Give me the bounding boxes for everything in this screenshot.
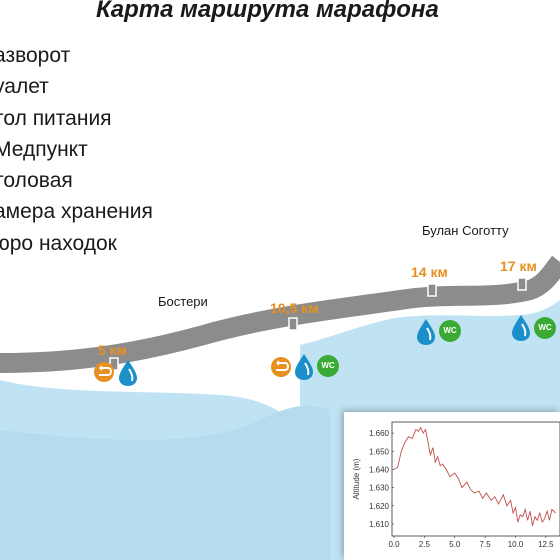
- y-tick-label: 1.650: [369, 447, 390, 456]
- place-bulan-sogottu: Булан Соготту: [422, 223, 509, 238]
- legend: азворот уалет тол питания Медпункт толов…: [0, 40, 153, 259]
- x-tick-label: 12.5: [538, 540, 554, 549]
- u-turn-icon: [271, 357, 291, 377]
- wc-icon: [534, 317, 556, 339]
- water-drop-icon: [295, 354, 313, 380]
- x-tick-label: 10.0: [508, 540, 524, 549]
- x-tick-label: 2.5: [419, 540, 431, 549]
- legend-item-turnaround: азворот: [0, 44, 71, 67]
- legend-item-food-station: тол питания: [0, 106, 112, 130]
- km-label-10-5: 10,5 км: [270, 300, 319, 316]
- water-drop-icon: [417, 319, 435, 345]
- wc-label: WC: [538, 323, 552, 332]
- route-road-surface: [0, 255, 560, 373]
- km-marker-14: [427, 283, 437, 297]
- water-lower: [0, 405, 330, 560]
- wc-label: WC: [321, 361, 335, 370]
- water-drop-icon: [512, 315, 530, 341]
- altitude-chart-svg: Altitude (m) 1.610 1.620 1.630 1.640 1.650 1.…: [352, 421, 560, 549]
- legend-item-toilet: уалет: [0, 75, 49, 99]
- wc-label: WC: [443, 326, 457, 335]
- y-tick-label: 1.630: [369, 484, 390, 493]
- legend-item-storage: амера хранения: [0, 200, 153, 224]
- x-tick-label: 5.0: [449, 540, 461, 549]
- water-drop-icon: [119, 360, 137, 386]
- wc-icon: [439, 320, 461, 342]
- legend-item-medical: Медпункт: [0, 137, 88, 161]
- km-label-17: 17 км: [500, 258, 537, 274]
- map-title: Карта маршрута марафона: [96, 0, 439, 23]
- legend-item-lost-found: юро находок: [0, 231, 117, 255]
- plot-frame: [391, 421, 560, 537]
- km-label-14: 14 км: [411, 264, 448, 280]
- place-bosteri: Бостери: [158, 294, 208, 309]
- y-tick-label: 1.620: [369, 502, 390, 511]
- y-tick-label: 1.610: [369, 520, 390, 529]
- km-marker-10-5: [288, 317, 298, 331]
- y-axis-label: Altitude (m): [352, 458, 361, 499]
- y-tick-label: 1.640: [369, 465, 390, 474]
- legend-item-canteen: толовая: [0, 169, 73, 193]
- wc-icon: [317, 355, 339, 377]
- altitude-chart: Altitude (m) 1.610 1.620 1.630 1.640 1.650 1.…: [344, 412, 560, 560]
- x-tick-label: 7.5: [480, 540, 492, 549]
- y-tick-label: 1.660: [369, 429, 390, 438]
- km-marker-17: [517, 277, 527, 291]
- km-label-5: 5 км: [98, 342, 128, 358]
- altitude-line: [393, 426, 556, 526]
- u-turn-icon: [94, 362, 114, 382]
- x-tick-label: 0.0: [388, 540, 400, 549]
